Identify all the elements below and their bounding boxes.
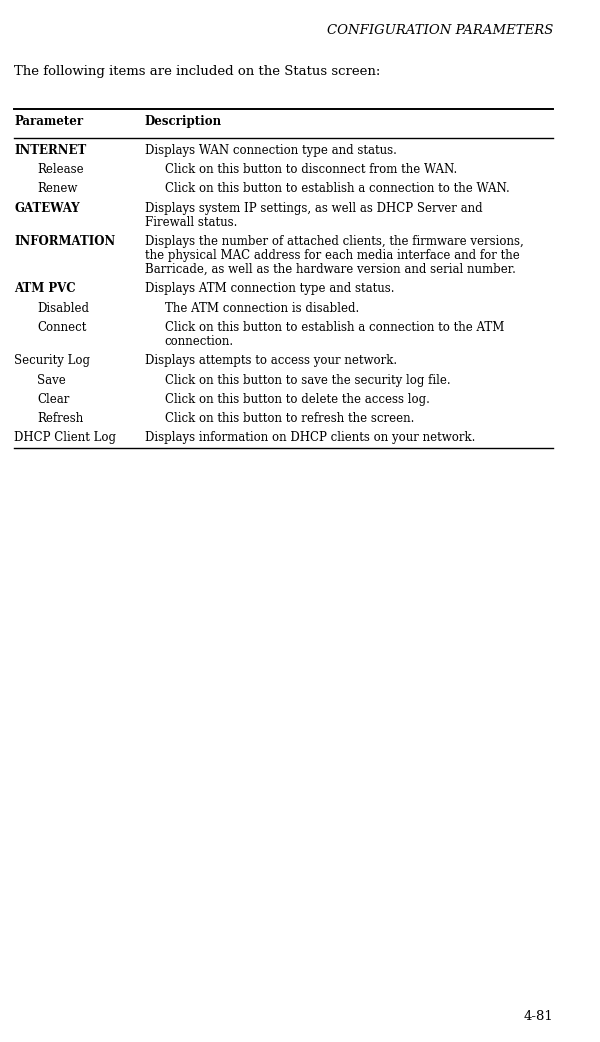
Text: Displays attempts to access your network.: Displays attempts to access your network… — [145, 354, 397, 367]
Text: Release: Release — [37, 163, 83, 176]
Text: connection.: connection. — [164, 334, 234, 348]
Text: Refresh: Refresh — [37, 412, 83, 425]
Text: CONFIGURATION PARAMETERS: CONFIGURATION PARAMETERS — [327, 24, 553, 36]
Text: GATEWAY: GATEWAY — [14, 201, 80, 215]
Text: Displays ATM connection type and status.: Displays ATM connection type and status. — [145, 282, 394, 295]
Text: Connect: Connect — [37, 321, 86, 333]
Text: Click on this button to save the security log file.: Click on this button to save the securit… — [164, 373, 450, 387]
Text: Displays the number of attached clients, the firmware versions,: Displays the number of attached clients,… — [145, 234, 524, 248]
Text: Click on this button to refresh the screen.: Click on this button to refresh the scre… — [164, 412, 414, 425]
Text: Security Log: Security Log — [14, 354, 90, 367]
Text: Barricade, as well as the hardware version and serial number.: Barricade, as well as the hardware versi… — [145, 263, 515, 276]
Text: Click on this button to disconnect from the WAN.: Click on this button to disconnect from … — [164, 163, 457, 176]
Text: The following items are included on the Status screen:: The following items are included on the … — [14, 65, 380, 77]
Text: Displays WAN connection type and status.: Displays WAN connection type and status. — [145, 144, 397, 156]
Text: Firewall status.: Firewall status. — [145, 216, 237, 228]
Text: Click on this button to establish a connection to the WAN.: Click on this button to establish a conn… — [164, 182, 509, 195]
Text: Parameter: Parameter — [14, 115, 83, 127]
Text: Click on this button to delete the access log.: Click on this button to delete the acces… — [164, 393, 430, 405]
Text: The ATM connection is disabled.: The ATM connection is disabled. — [164, 301, 359, 315]
Text: Displays information on DHCP clients on your network.: Displays information on DHCP clients on … — [145, 431, 475, 444]
Text: INFORMATION: INFORMATION — [14, 234, 115, 248]
Text: INTERNET: INTERNET — [14, 144, 86, 156]
Text: Description: Description — [145, 115, 222, 127]
Text: ATM PVC: ATM PVC — [14, 282, 76, 295]
Text: Click on this button to establish a connection to the ATM: Click on this button to establish a conn… — [164, 321, 504, 333]
Text: DHCP Client Log: DHCP Client Log — [14, 431, 116, 444]
Text: the physical MAC address for each media interface and for the: the physical MAC address for each media … — [145, 249, 520, 262]
Text: Displays system IP settings, as well as DHCP Server and: Displays system IP settings, as well as … — [145, 201, 482, 215]
Text: Renew: Renew — [37, 182, 77, 195]
Text: Save: Save — [37, 373, 65, 387]
Text: Disabled: Disabled — [37, 301, 89, 315]
Text: 4-81: 4-81 — [524, 1011, 553, 1023]
Text: Clear: Clear — [37, 393, 69, 405]
